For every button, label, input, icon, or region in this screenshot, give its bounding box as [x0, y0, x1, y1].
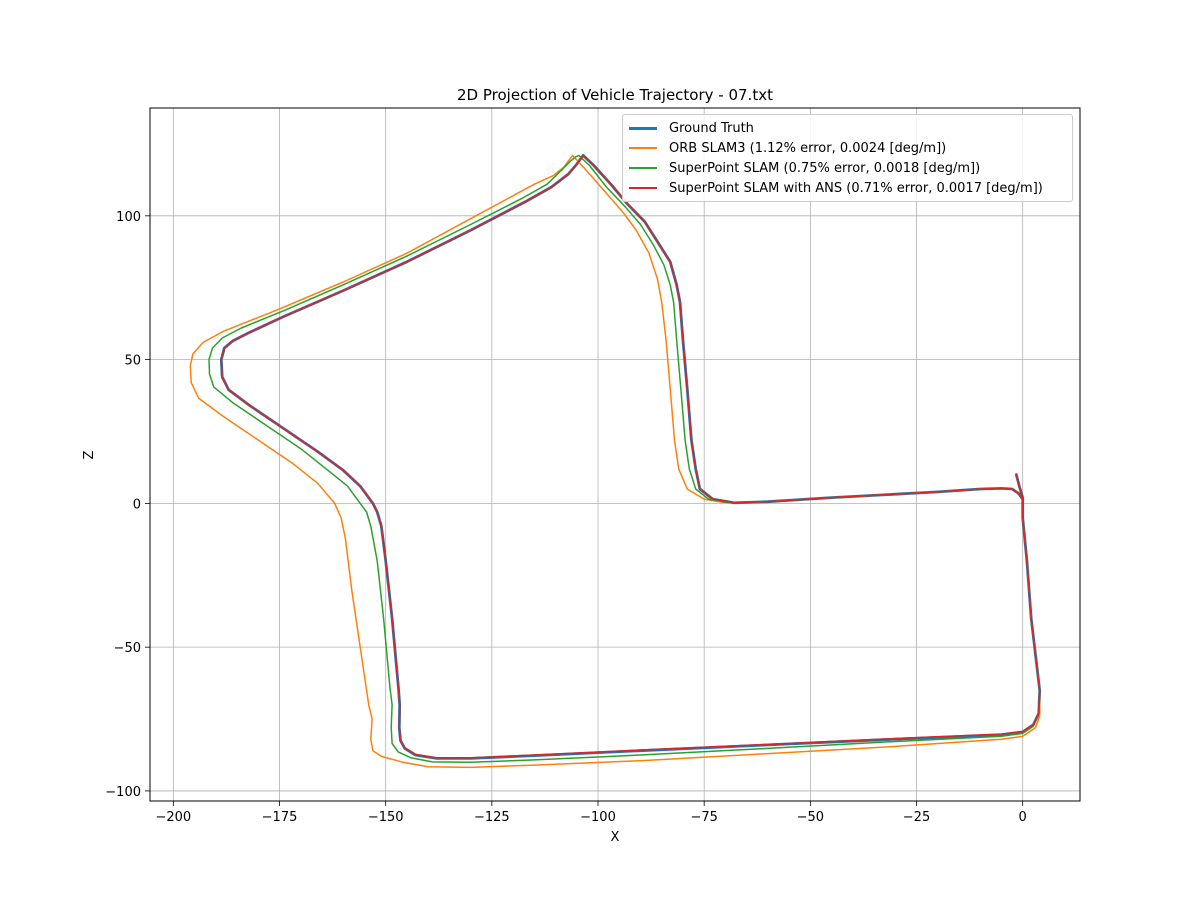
series-line-orb-slam3-1-12-error-0-0024-deg-m: [189, 154, 1041, 769]
x-tick-label: −25: [903, 810, 930, 825]
legend-swatch: [629, 147, 657, 149]
x-tick-label: −125: [474, 810, 510, 825]
x-tick-label: −100: [580, 810, 616, 825]
chart-title: 2D Projection of Vehicle Trajectory - 07…: [457, 86, 773, 104]
legend-label: SuperPoint SLAM (0.75% error, 0.0018 [de…: [669, 160, 981, 176]
x-tick-label: 0: [1019, 810, 1027, 825]
series-lines: [189, 154, 1042, 769]
x-tick-label: −50: [797, 810, 824, 825]
y-tick-label: 50: [124, 354, 141, 369]
legend-label: Ground Truth: [669, 120, 754, 136]
x-tick-label: −75: [690, 810, 717, 825]
legend-item-orb-slam3: ORB SLAM3 (1.12% error, 0.0024 [deg/m]): [629, 138, 946, 158]
legend-label: SuperPoint SLAM with ANS (0.71% error, 0…: [669, 180, 1043, 196]
grid-lines: [150, 108, 1080, 801]
y-axis-label: Z: [82, 450, 97, 459]
legend-item-superpoint-slam: SuperPoint SLAM (0.75% error, 0.0018 [de…: [629, 158, 980, 178]
x-axis-label: X: [611, 830, 620, 845]
series-line-superpoint-slam-with-ans-0-71-error-0-0017-deg-m: [220, 154, 1041, 759]
legend-swatch: [629, 187, 657, 189]
legend-item-ground-truth: Ground Truth: [629, 118, 754, 138]
y-tick-label: 0: [133, 497, 141, 512]
legend-item-superpoint-slam-ans: SuperPoint SLAM with ANS (0.71% error, 0…: [629, 178, 1043, 198]
legend-label: ORB SLAM3 (1.12% error, 0.0024 [deg/m]): [669, 140, 947, 156]
x-tick-label: −200: [155, 810, 191, 825]
legend-swatch: [629, 167, 657, 169]
legend-swatch: [629, 126, 657, 130]
y-tick-label: −100: [105, 785, 141, 800]
y-tick-label: 100: [116, 210, 141, 225]
plot-frame: [149, 107, 1081, 802]
axis-ticks: −200 −175 −150 −125 −100 −75 −50 −25 0 −100 −50 0 50…: [105, 210, 1027, 825]
x-tick-label: −150: [368, 810, 404, 825]
chart-legend: Ground Truth ORB SLAM3 (1.12% error, 0.0…: [622, 114, 1073, 202]
series-line-superpoint-slam-0-75-error-0-0018-deg-m: [208, 154, 1041, 763]
y-tick-label: −50: [114, 641, 141, 656]
x-tick-label: −175: [262, 810, 298, 825]
